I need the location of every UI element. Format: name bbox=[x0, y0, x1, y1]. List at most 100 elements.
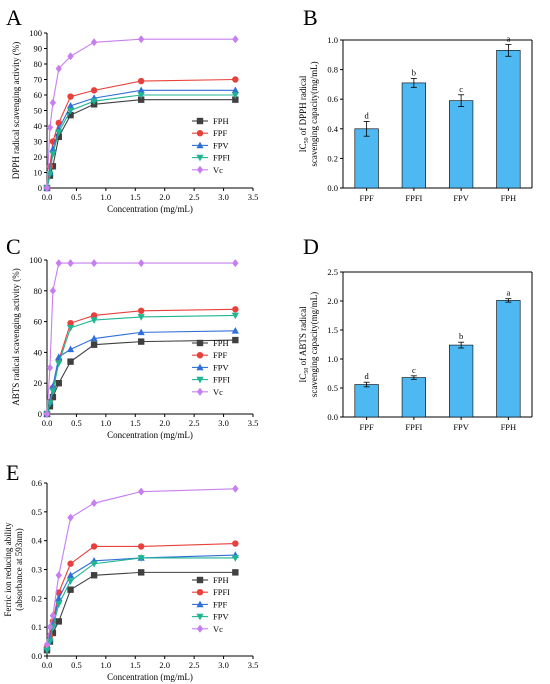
data-point bbox=[43, 184, 51, 192]
bar bbox=[496, 300, 521, 418]
bar bbox=[449, 344, 474, 418]
y-tick-label: 70 bbox=[34, 75, 43, 85]
y-axis-title-ic: IC bbox=[298, 374, 308, 383]
x-tick-label: 1.5 bbox=[130, 660, 141, 670]
series-line bbox=[46, 89, 236, 189]
y-tick-label: 20 bbox=[34, 378, 43, 388]
data-point bbox=[231, 555, 239, 562]
data-point bbox=[66, 107, 75, 115]
y-axis-title: IC50 of ABTS radical scavenging capacity(… bbox=[298, 292, 319, 397]
data-point bbox=[232, 540, 239, 547]
data-point bbox=[232, 569, 239, 576]
y-tick-label: 40 bbox=[34, 121, 43, 131]
legend-label: FPV bbox=[213, 140, 229, 150]
x-tick-label: 2.5 bbox=[189, 660, 200, 670]
legend-label: FPV bbox=[213, 612, 229, 622]
significance-letter: a bbox=[506, 33, 510, 43]
y-axis-title-ic: IC bbox=[298, 143, 308, 152]
data-point bbox=[49, 145, 57, 153]
x-tick-label: FPFI bbox=[405, 422, 422, 432]
x-tick-label: FPV bbox=[453, 422, 469, 432]
y-tick-label: 60 bbox=[34, 90, 43, 100]
data-point bbox=[137, 86, 145, 94]
data-point bbox=[90, 87, 98, 94]
significance-letter: b bbox=[459, 331, 463, 341]
data-point bbox=[137, 314, 145, 321]
y-tick-label: 100 bbox=[29, 28, 42, 38]
panel-letter: E bbox=[6, 460, 19, 485]
data-point bbox=[46, 363, 54, 372]
bar bbox=[354, 384, 379, 418]
legend-marker bbox=[196, 363, 204, 371]
y-axis-title: IC50 of DPPH radical scavenging capacity(… bbox=[298, 61, 319, 166]
x-tick-label: FPF bbox=[360, 422, 374, 432]
data-point bbox=[90, 38, 98, 47]
data-point bbox=[55, 601, 63, 608]
panel-c: C 0 20 40 60 80 100 0.0 0.5 1.0 1.5 2.0 2.5 3.0 3.5 Con… bbox=[6, 234, 258, 440]
x-tick-label: 2.5 bbox=[189, 418, 200, 428]
data-point bbox=[137, 77, 145, 85]
y-tick-label: 0.6 bbox=[31, 478, 42, 488]
x-tick-label: 2.0 bbox=[159, 418, 170, 428]
data-point bbox=[232, 484, 239, 493]
series-fpv bbox=[43, 555, 239, 655]
x-tick-label: 0.5 bbox=[71, 192, 82, 202]
series-vc bbox=[43, 35, 239, 192]
series-line bbox=[46, 554, 236, 648]
y-tick-label: 80 bbox=[34, 286, 43, 296]
data-point bbox=[137, 35, 145, 44]
x-tick-label: 3.5 bbox=[248, 660, 259, 670]
y-tick-label: 1.0 bbox=[327, 354, 338, 364]
y-axis-title: ABTS radical scavenging activity (%) bbox=[11, 268, 21, 405]
y-tick-label: 0 bbox=[38, 409, 42, 419]
y-tick-label: 1.0 bbox=[327, 35, 338, 45]
panel-letter: A bbox=[6, 5, 22, 30]
panel-b: B 0.0 0.2 0.4 0.6 0.8 1.0 d FPF b FPFI c FPV a FPH IC50… bbox=[298, 5, 533, 203]
panel-letter: B bbox=[303, 5, 318, 30]
x-tick-label: 1.0 bbox=[101, 192, 112, 202]
data-point bbox=[55, 259, 62, 268]
data-point bbox=[43, 640, 51, 649]
bar bbox=[449, 100, 474, 189]
legend-label: FPH bbox=[213, 575, 229, 585]
data-point bbox=[90, 341, 98, 348]
y-axis-title-line-1: IC50 of DPPH radical bbox=[298, 75, 310, 152]
data-point bbox=[55, 133, 62, 141]
significance-letter: b bbox=[412, 67, 416, 77]
data-point bbox=[55, 380, 62, 387]
x-tick-label: 1.5 bbox=[130, 418, 141, 428]
x-tick-label: 1.0 bbox=[101, 660, 112, 670]
y-tick-label: 20 bbox=[34, 152, 43, 162]
y-tick-label: 0.3 bbox=[31, 565, 42, 575]
data-point bbox=[66, 345, 75, 353]
panel-letter: D bbox=[303, 234, 319, 259]
legend-marker bbox=[196, 576, 204, 584]
series-fph bbox=[43, 96, 239, 192]
y-tick-label: 90 bbox=[34, 44, 43, 54]
data-point bbox=[90, 259, 98, 268]
bar bbox=[401, 82, 426, 189]
series-line bbox=[46, 571, 236, 651]
x-tick-label: 1.5 bbox=[130, 192, 141, 202]
data-point bbox=[231, 312, 239, 320]
series-line bbox=[46, 308, 236, 415]
y-tick-label: 0.0 bbox=[327, 183, 338, 193]
y-axis-title-line-1: IC50 of ABTS radical bbox=[298, 306, 310, 383]
x-tick-label: FPH bbox=[501, 422, 517, 432]
panel-a: A 0 10 20 30 40 50 60 70 80 90 100 0.0 0.5 1.0 1.5 2.0 2.… bbox=[6, 5, 258, 214]
y-tick-label: 0.0 bbox=[31, 651, 42, 661]
legend-label: FPFI bbox=[213, 153, 230, 163]
legend-marker bbox=[196, 624, 204, 633]
data-point bbox=[66, 571, 75, 579]
y-tick-label: 0.2 bbox=[31, 593, 42, 603]
y-axis-title-line-2: scavenging capacity(mg/mL) bbox=[309, 61, 319, 166]
data-point bbox=[90, 543, 98, 550]
significance-letter: c bbox=[459, 84, 463, 94]
x-tick-label: 3.0 bbox=[218, 192, 229, 202]
data-point bbox=[67, 52, 74, 61]
data-point bbox=[67, 586, 74, 593]
x-tick-label: 0.0 bbox=[42, 660, 53, 670]
legend-marker bbox=[196, 141, 204, 149]
legend-label: Vc bbox=[213, 165, 223, 175]
legend-label: Vc bbox=[213, 387, 223, 397]
